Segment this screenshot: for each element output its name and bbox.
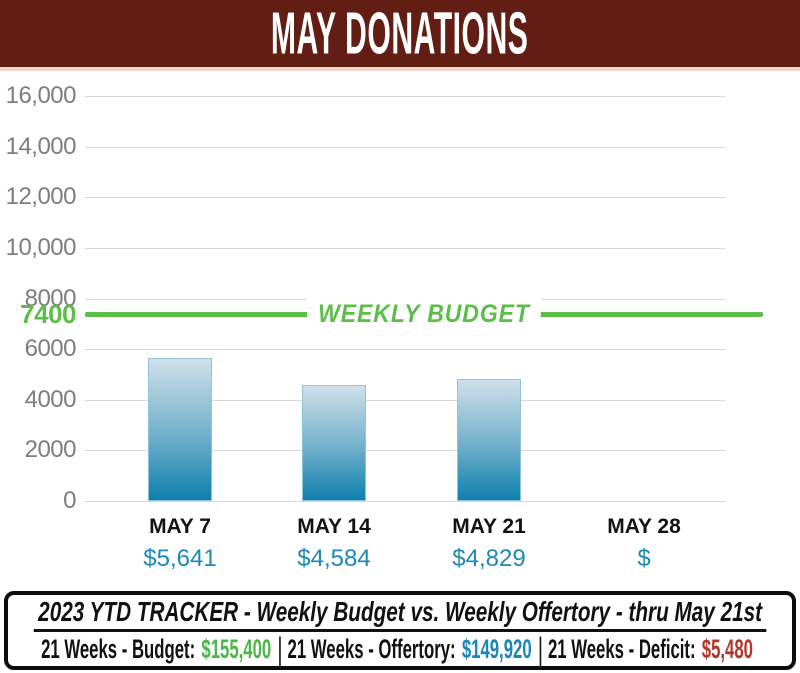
tracker-title: 2023 YTD TRACKER - Weekly Budget vs. Wee… <box>33 596 767 632</box>
x-axis-label-may-21: MAY 21 <box>452 515 526 538</box>
tracker-stats: 21 Weeks - Budget: $155,400 | 21 Weeks -… <box>40 630 759 667</box>
y-axis-tick-label: 14,000 <box>5 132 77 160</box>
x-axis-label-may-14: MAY 14 <box>297 515 371 538</box>
tracker-title-row: 2023 YTD TRACKER - Weekly Budget vs. Wee… <box>8 595 792 632</box>
gridline-2000 <box>85 450 725 452</box>
offertory-weeks-value: $149,920 <box>461 633 532 664</box>
y-axis-tick-label: 0 <box>63 487 76 514</box>
gridline-10000 <box>85 247 725 249</box>
tracker-stats-row: 21 Weeks - Budget: $155,400 | 21 Weeks -… <box>8 630 792 667</box>
gridline-6000 <box>85 349 725 351</box>
budget-weeks-value: $155,400 <box>201 633 272 664</box>
y-axis-tick-label: 12,000 <box>5 183 77 211</box>
weekly-budget-tick-label: 7400 <box>20 298 76 329</box>
page-title: MAY DONATIONS <box>271 0 529 67</box>
page-header: MAY DONATIONS <box>0 0 800 71</box>
bar-value-label: $ <box>637 545 651 572</box>
x-axis-label-may-7: MAY 7 <box>149 515 211 538</box>
deficit-weeks-label: 21 Weeks - Deficit: <box>547 633 696 664</box>
separator-bar: | <box>537 630 543 667</box>
y-axis-tick-label: 4000 <box>24 385 77 413</box>
y-axis-tick-label: 2000 <box>24 436 77 464</box>
y-axis-tick-label: 10,000 <box>5 233 77 261</box>
donations-bar-chart: 16,000 14,000 12,000 10,000 8000 6000 4000 2000… <box>0 71 800 581</box>
gridline-4000 <box>85 399 725 401</box>
gridline-0 <box>85 501 725 502</box>
bar-value-label: $5,641 <box>143 545 217 572</box>
gridline-16000 <box>85 96 725 97</box>
bar-may-21 <box>457 378 521 501</box>
bar-value-label: $4,584 <box>297 545 371 572</box>
deficit-weeks-value: $5,480 <box>701 633 753 664</box>
offertory-weeks-label: 21 Weeks - Offertory: <box>287 633 456 664</box>
bar-may-7 <box>148 358 212 501</box>
x-axis-label-may-28: MAY 28 <box>607 515 681 538</box>
bar-may-14 <box>302 384 366 501</box>
gridline-14000 <box>85 146 725 148</box>
separator-bar: | <box>277 630 283 667</box>
gridline-12000 <box>85 197 725 199</box>
ytd-tracker-box: 2023 YTD TRACKER - Weekly Budget vs. Wee… <box>4 591 796 670</box>
y-axis-tick-label: 16,000 <box>5 82 77 109</box>
weekly-budget-annotation: WEEKLY BUDGET <box>307 298 541 329</box>
y-axis-tick-label: 8000 <box>24 284 77 312</box>
bar-value-label: $4,829 <box>452 545 526 572</box>
y-axis-tick-label: 6000 <box>24 335 77 363</box>
budget-weeks-label: 21 Weeks - Budget: <box>40 633 196 664</box>
